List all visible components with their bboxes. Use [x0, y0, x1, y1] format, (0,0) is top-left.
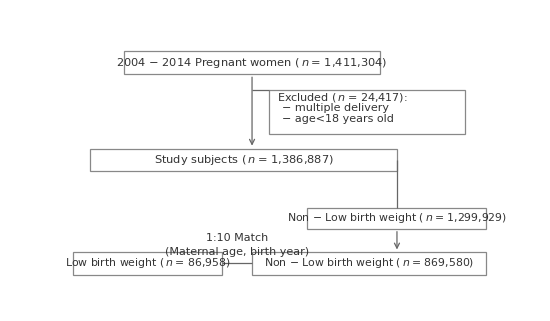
FancyBboxPatch shape	[124, 51, 380, 74]
Text: 1:10 Match
(Maternal age, birth year): 1:10 Match (Maternal age, birth year)	[165, 233, 309, 257]
FancyBboxPatch shape	[269, 91, 465, 134]
Text: 2004 − 2014 Pregnant women ( $\mathit{n}$ = 1,411,304): 2004 − 2014 Pregnant women ( $\mathit{n}…	[117, 56, 388, 70]
Text: Non − Low birth weight ( $\mathit{n}$ = 869,580): Non − Low birth weight ( $\mathit{n}$ = …	[264, 256, 474, 271]
FancyBboxPatch shape	[73, 252, 222, 274]
Text: − age<18 years old: − age<18 years old	[282, 114, 394, 124]
Text: − multiple delivery: − multiple delivery	[282, 103, 389, 113]
Text: Excluded ( $\mathit{n}$ = 24,417):: Excluded ( $\mathit{n}$ = 24,417):	[277, 91, 408, 104]
FancyBboxPatch shape	[252, 252, 486, 274]
Text: Study subjects ( $\mathit{n}$ = 1,386,887): Study subjects ( $\mathit{n}$ = 1,386,88…	[153, 152, 333, 167]
Text: Non − Low birth weight ( $\mathit{n}$ = 1,299,929): Non − Low birth weight ( $\mathit{n}$ = …	[287, 211, 507, 225]
Text: Low birth weight ( $\mathit{n}$ = 86,958): Low birth weight ( $\mathit{n}$ = 86,958…	[65, 256, 230, 271]
FancyBboxPatch shape	[307, 208, 486, 229]
FancyBboxPatch shape	[90, 149, 397, 171]
